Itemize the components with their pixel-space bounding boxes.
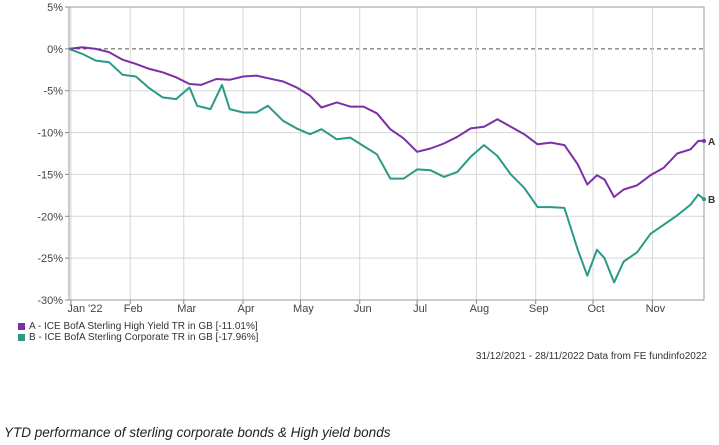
series-end-marker-a [702, 138, 706, 143]
y-tick-label: 5% [47, 2, 63, 14]
x-tick-label: Sep [529, 303, 549, 315]
x-tick-label: Mar [177, 303, 196, 315]
series-line-a [68, 46, 704, 198]
series-lines [68, 46, 706, 284]
x-tick-label: Feb [124, 303, 143, 315]
x-tick-label: Aug [470, 303, 490, 315]
axes [65, 6, 705, 304]
y-tick-label: -10% [37, 128, 63, 140]
chart-caption: YTD performance of sterling corporate bo… [4, 425, 391, 440]
legend-label-b: B - ICE BofA Sterling Corporate TR in GB… [29, 332, 259, 343]
x-tick-label: Apr [237, 303, 254, 315]
y-tick-label: -20% [37, 211, 63, 223]
grid-lines [69, 6, 704, 301]
series-end-label-b: B [708, 195, 715, 206]
x-tick-label: May [293, 303, 314, 315]
legend-swatch-b [18, 334, 25, 341]
x-tick-label: Jul [413, 303, 427, 315]
y-tick-label: -25% [37, 253, 63, 265]
x-tick-label: Jan '22 [67, 303, 102, 315]
series-end-label-a: A [708, 137, 715, 148]
legend-item-a: A - ICE BofA Sterling High Yield TR in G… [18, 321, 258, 332]
y-tick-label: -5% [43, 86, 63, 98]
line-chart: 5% 0% -5% -10% -15% -20% -25% -30% Jan '22 Feb Mar… [37, 2, 715, 315]
legend-swatch-a [18, 323, 25, 330]
y-tick-label: -15% [37, 169, 63, 181]
series-line-b [68, 47, 705, 284]
x-tick-label: Nov [646, 303, 666, 315]
series-end-marker-b [702, 197, 706, 202]
y-tick-label: -30% [37, 295, 63, 307]
x-tick-label: Oct [588, 303, 605, 315]
plot-frame [68, 6, 705, 301]
legend-label-a: A - ICE BofA Sterling High Yield TR in G… [29, 321, 258, 332]
legend: A - ICE BofA Sterling High Yield TR in G… [18, 321, 258, 343]
x-tick-label: Jun [354, 303, 372, 315]
tick-labels: 5% 0% -5% -10% -15% -20% -25% -30% Jan '22 Feb Mar… [37, 2, 715, 315]
legend-item-b: B - ICE BofA Sterling Corporate TR in GB… [18, 332, 258, 343]
source-note: 31/12/2021 - 28/11/2022 Data from FE fun… [475, 351, 707, 362]
y-tick-label: 0% [47, 44, 63, 56]
